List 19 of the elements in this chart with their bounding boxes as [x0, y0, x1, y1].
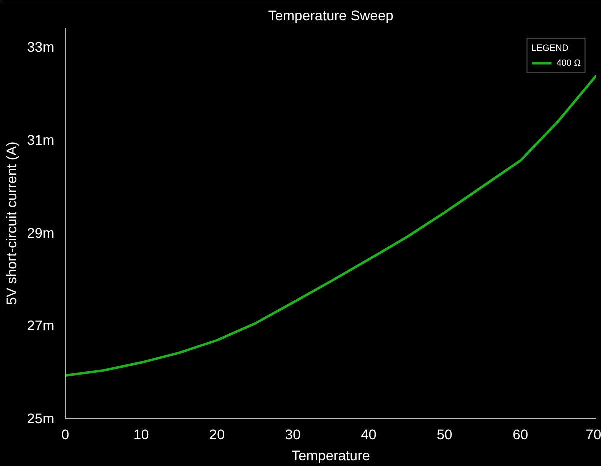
- x-tick-label: 0: [62, 426, 70, 442]
- x-tick-label: 40: [361, 426, 377, 442]
- y-tick-label: 31m: [27, 132, 54, 148]
- x-tick-label: 60: [512, 426, 529, 442]
- y-tick-label: 33m: [27, 39, 54, 56]
- y-tick-label: 27m: [27, 318, 54, 334]
- x-tick-label: 70: [586, 426, 601, 442]
- legend-label: 400 Ω: [556, 58, 581, 68]
- chart-title: Temperature Sweep: [268, 8, 394, 24]
- x-tick-label: 10: [134, 426, 150, 442]
- x-tick-label: 20: [209, 426, 226, 442]
- x-tick-label: 30: [285, 426, 302, 442]
- y-tick-label: 25m: [27, 410, 54, 426]
- line-series: [66, 74, 596, 378]
- legend-title: LEGEND: [532, 43, 570, 53]
- x-tick-label: 50: [437, 426, 453, 442]
- y-axis-title: 5V short-circuit current (A): [3, 142, 20, 306]
- x-axis-title: Temperature: [292, 448, 371, 464]
- y-tick-label: 29m: [27, 224, 54, 241]
